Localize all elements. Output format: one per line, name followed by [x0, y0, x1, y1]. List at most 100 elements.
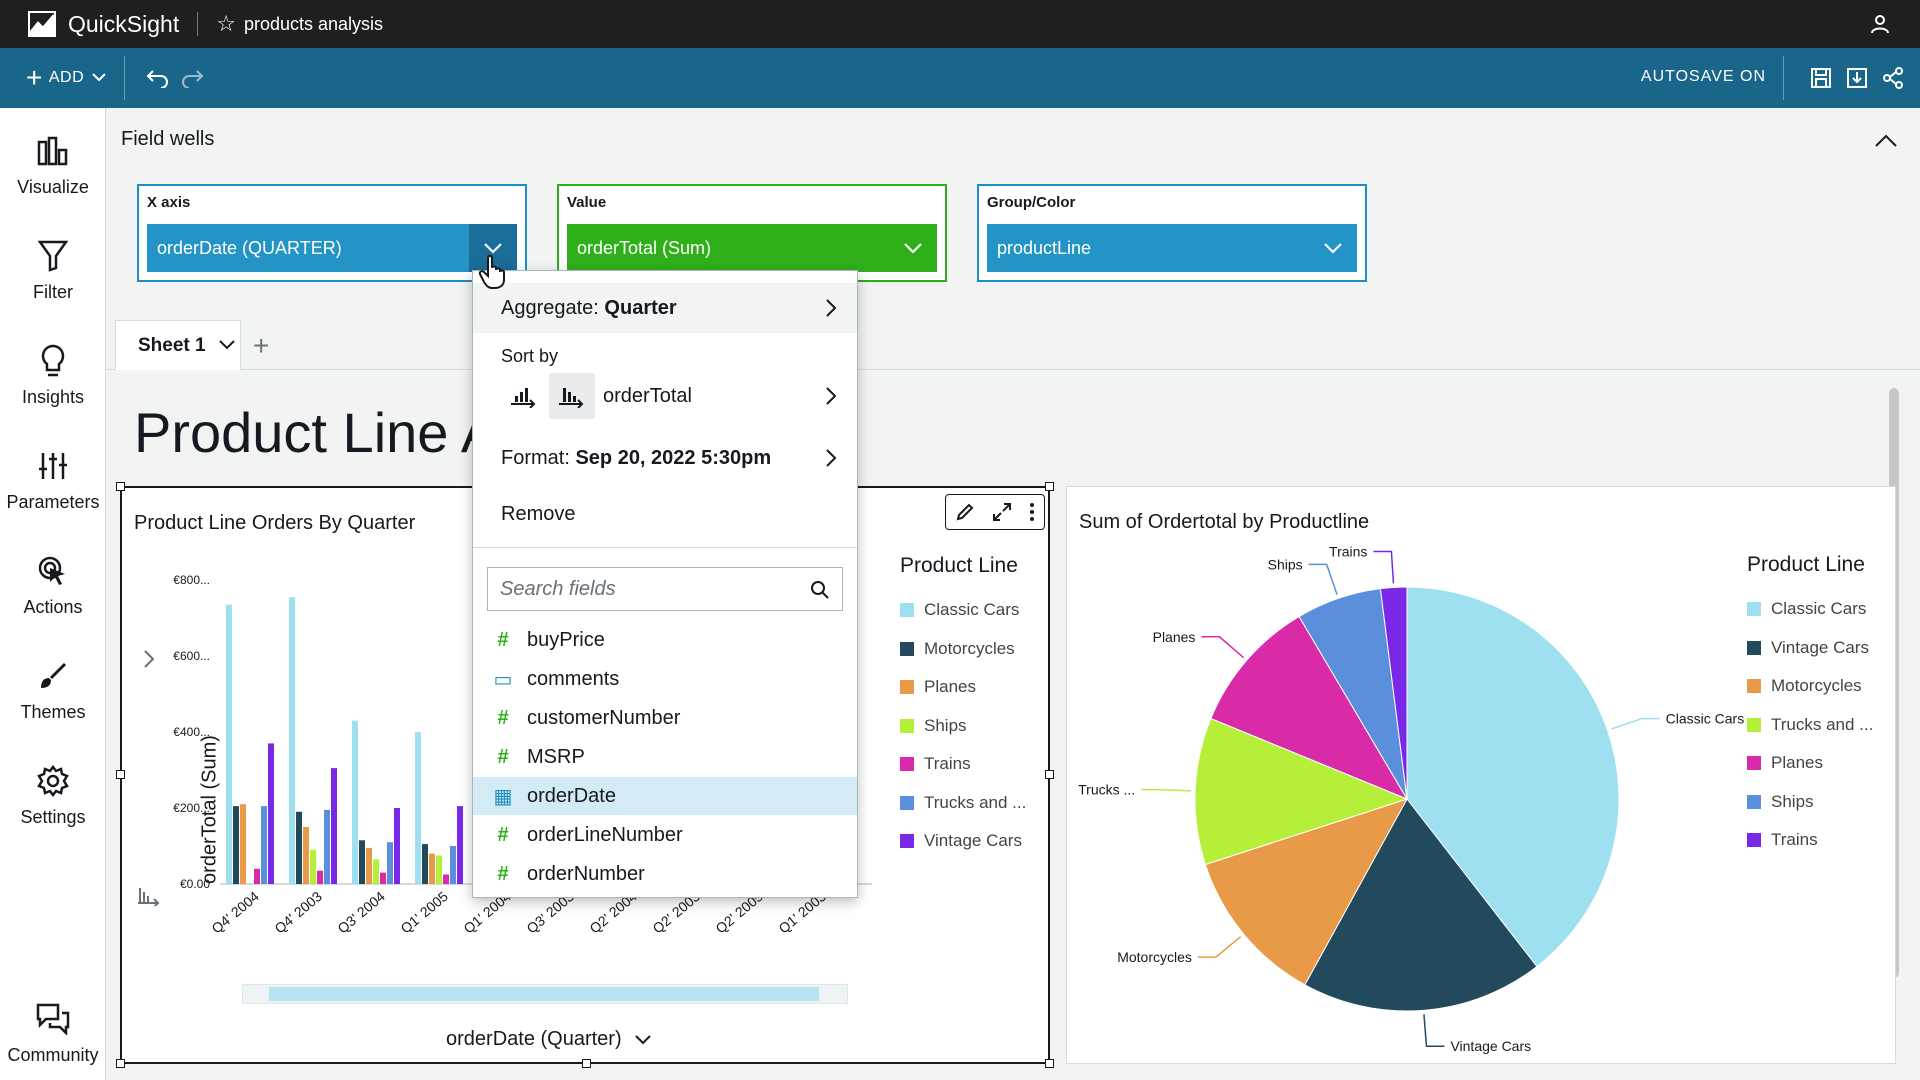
resize-handle[interactable] — [582, 1059, 591, 1068]
nav-visualize[interactable]: Visualize — [0, 120, 106, 210]
edit-icon[interactable] — [955, 502, 975, 522]
legend-item[interactable]: Motorcycles — [900, 639, 1015, 659]
legend-item[interactable]: Vintage Cars — [900, 831, 1022, 851]
legend-item[interactable]: Motorcycles — [1747, 676, 1862, 696]
pie-slice[interactable] — [1406, 586, 1620, 968]
bar[interactable] — [233, 806, 239, 884]
chart-scroll-thumb[interactable] — [269, 987, 819, 1001]
pie-chart-visual[interactable]: Classic Cars Vintage Cars Motorcycles Truck… — [1066, 486, 1896, 1064]
sort-menu-item[interactable]: orderTotal — [473, 371, 857, 421]
bar[interactable] — [331, 768, 337, 884]
format-menu-item[interactable]: Format: Sep 20, 2022 5:30pm — [473, 433, 857, 483]
bar-chart-visual[interactable]: €0.00 €200... €400... €600... €800... Q4' 200… — [116, 482, 1054, 1068]
analysis-title[interactable]: products analysis — [243, 13, 384, 34]
x-axis-title[interactable]: orderDate (Quarter) — [446, 1028, 652, 1051]
bar[interactable] — [254, 868, 260, 884]
chevron-right-icon[interactable] — [142, 648, 158, 672]
field-item-comments[interactable]: ▭ comments — [473, 660, 857, 698]
bar[interactable] — [366, 847, 372, 884]
bar[interactable] — [380, 872, 386, 884]
bar[interactable] — [324, 809, 330, 884]
field-item-orderNumber[interactable]: # orderNumber — [473, 855, 857, 893]
bar[interactable] — [261, 806, 267, 884]
legend-item[interactable]: Ships — [1747, 792, 1814, 812]
collapse-icon[interactable] — [1874, 132, 1898, 152]
value-field-chip[interactable]: orderTotal (Sum) — [567, 224, 937, 272]
bar[interactable] — [352, 720, 358, 884]
nav-settings[interactable]: Settings — [0, 750, 106, 840]
bar[interactable] — [226, 604, 232, 884]
pie-slice[interactable] — [1304, 798, 1538, 1012]
field-item-orderDate[interactable]: ▦ orderDate — [473, 777, 857, 815]
bar[interactable] — [422, 844, 428, 884]
bar[interactable] — [443, 874, 449, 885]
legend-item[interactable]: Classic Cars — [1747, 599, 1866, 619]
resize-handle[interactable] — [1045, 1059, 1054, 1068]
resize-handle[interactable] — [116, 482, 125, 491]
nav-themes[interactable]: Themes — [0, 645, 106, 735]
tab-sheet-1[interactable]: Sheet 1 — [115, 320, 241, 370]
bar[interactable] — [303, 827, 309, 884]
legend-item[interactable]: Trucks and ... — [1747, 715, 1873, 735]
nav-parameters[interactable]: Parameters — [0, 435, 106, 525]
autosave-status[interactable]: AUTOSAVE ON — [1640, 68, 1766, 85]
bar[interactable] — [240, 804, 246, 884]
legend-item[interactable]: Vintage Cars — [1747, 638, 1869, 658]
legend-item[interactable]: Planes — [900, 677, 976, 697]
x-axis-field-chip[interactable]: orderDate (QUARTER) — [147, 224, 517, 272]
star-icon[interactable]: ☆ — [216, 11, 236, 36]
nav-filter[interactable]: Filter — [0, 225, 106, 315]
resize-handle[interactable] — [1045, 482, 1054, 491]
nav-actions[interactable]: Actions — [0, 540, 106, 630]
aggregate-menu-item[interactable]: Aggregate: Quarter — [473, 283, 857, 333]
resize-handle[interactable] — [116, 770, 125, 779]
y-axis-title[interactable]: orderTotal (Sum) — [198, 735, 221, 884]
chevron-down-icon[interactable] — [634, 1034, 652, 1046]
quicksight-logo[interactable]: QuickSight — [0, 0, 179, 48]
bar[interactable] — [359, 840, 365, 884]
pie-slice[interactable] — [1204, 798, 1409, 986]
legend-item[interactable]: Planes — [1747, 753, 1823, 773]
sort-icon[interactable] — [138, 886, 162, 910]
pie-slice[interactable] — [1379, 586, 1408, 800]
user-icon[interactable] — [1868, 12, 1892, 36]
share-icon[interactable] — [1880, 65, 1906, 91]
bar[interactable] — [289, 597, 295, 884]
redo-button[interactable] — [179, 64, 207, 92]
resize-handle[interactable] — [116, 1059, 125, 1068]
bar[interactable] — [310, 849, 316, 884]
bar[interactable] — [394, 808, 400, 884]
search-fields-input[interactable]: Search fields — [487, 567, 843, 611]
field-item-MSRP[interactable]: # MSRP — [473, 738, 857, 776]
field-item-buyPrice[interactable]: # buyPrice — [473, 621, 857, 659]
remove-menu-item[interactable]: Remove — [501, 502, 576, 525]
expand-icon[interactable] — [992, 502, 1012, 522]
nav-insights[interactable]: Insights — [0, 330, 106, 420]
bar[interactable] — [387, 842, 393, 884]
bar[interactable] — [457, 806, 463, 884]
bar[interactable] — [450, 846, 456, 884]
more-options-icon[interactable] — [1029, 502, 1035, 522]
group-color-field-chip[interactable]: productLine — [987, 224, 1357, 272]
add-button[interactable]: + ADD — [0, 48, 106, 108]
save-icon[interactable] — [1808, 65, 1834, 91]
bar[interactable] — [317, 870, 323, 884]
bar[interactable] — [436, 855, 442, 885]
sort-ascending-icon[interactable] — [509, 381, 539, 411]
bar[interactable] — [296, 811, 302, 884]
search-icon[interactable] — [810, 580, 830, 600]
resize-handle[interactable] — [1045, 770, 1054, 779]
chevron-down-icon[interactable] — [218, 335, 236, 357]
pie-slice[interactable] — [1194, 717, 1409, 866]
field-item-customerNumber[interactable]: # customerNumber — [473, 699, 857, 737]
bar[interactable] — [373, 859, 379, 884]
add-sheet-button[interactable]: + — [253, 330, 270, 361]
legend-item[interactable]: Classic Cars — [900, 600, 1019, 620]
bar[interactable] — [268, 743, 274, 884]
bar[interactable] — [429, 853, 435, 884]
nav-community[interactable]: Community — [0, 988, 106, 1078]
sort-descending-icon[interactable] — [549, 373, 595, 419]
legend-item[interactable]: Trains — [900, 754, 971, 774]
chevron-down-icon[interactable] — [889, 224, 937, 272]
pie-slice[interactable] — [1210, 615, 1409, 801]
